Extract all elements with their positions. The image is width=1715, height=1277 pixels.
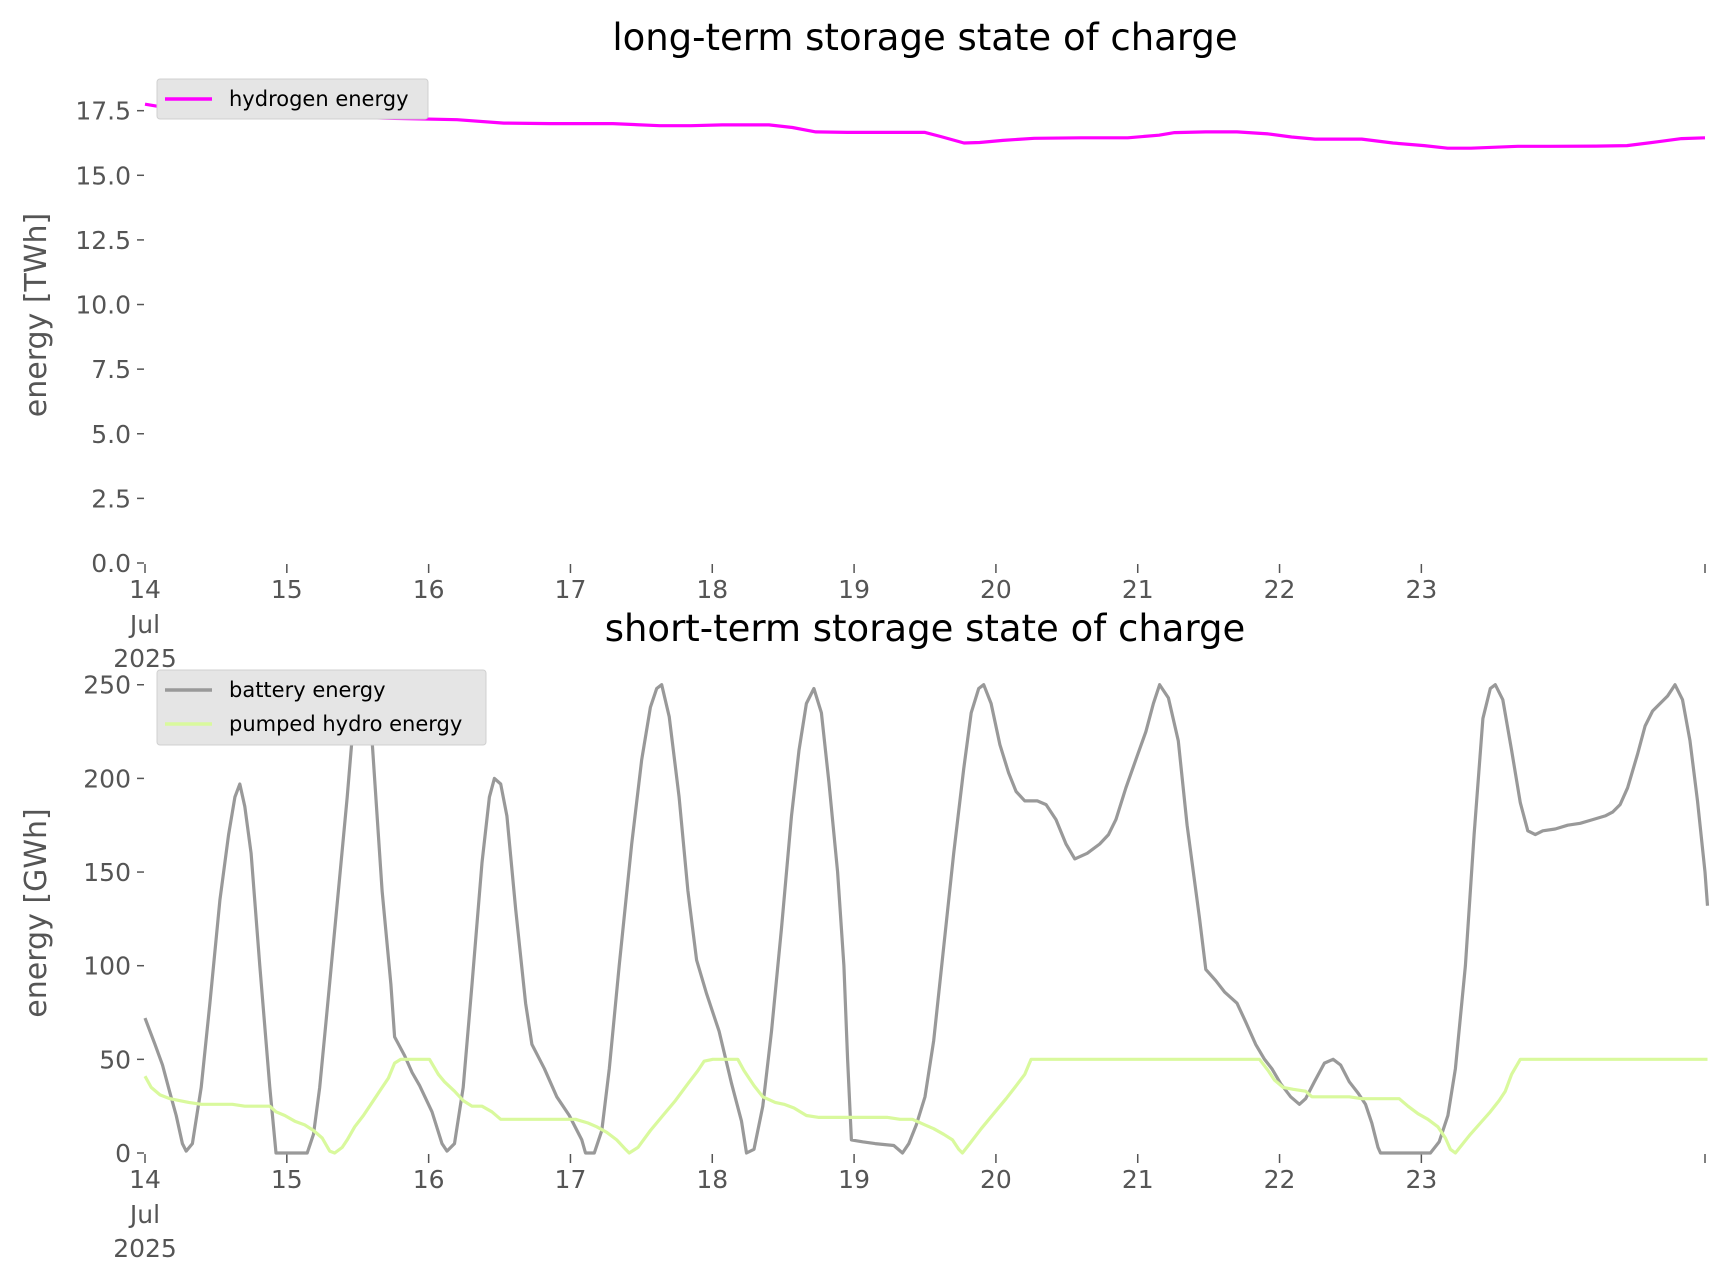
short-term-x-ticks: 14 Jul 2025 15 16 17 18 19 20 21 22 23 <box>113 1154 1706 1263</box>
x-tick-label: 23 <box>1405 575 1437 604</box>
short-term-y-axis-label: energy [GWh] <box>19 808 54 1017</box>
x-tick-label: 19 <box>838 1165 870 1194</box>
y-tick-label: 100 <box>83 952 131 981</box>
short-term-legend: battery energy pumped hydro energy <box>156 669 487 746</box>
long-term-y-axis-label: energy [TWh] <box>19 213 54 417</box>
short-term-panel: short-term storage state of charge energ… <box>19 607 1710 1263</box>
x-tick-label: 21 <box>1122 1165 1154 1194</box>
x-tick-label: 20 <box>980 1165 1012 1194</box>
x-tick-label: 22 <box>1264 1165 1296 1194</box>
x-tick-label: 19 <box>838 575 870 604</box>
y-tick-label: 10.0 <box>75 291 131 320</box>
x-tick-label: 17 <box>555 1165 587 1194</box>
legend-box <box>156 669 487 746</box>
x-tick-sublabel: 2025 <box>113 644 177 673</box>
long-term-y-ticks: 0.0 2.5 5.0 7.5 10.0 12.5 15.0 17.5 <box>75 97 144 578</box>
legend-label-battery: battery energy <box>229 678 386 702</box>
x-tick-label: 23 <box>1405 1165 1437 1194</box>
x-tick-label: 21 <box>1122 575 1154 604</box>
series-line-pumped-hydro-energy <box>143 1057 1708 1155</box>
y-tick-label: 7.5 <box>91 355 131 384</box>
short-term-y-ticks: 0 50 100 150 200 250 <box>83 671 144 1168</box>
legend-label-pumped-hydro: pumped hydro energy <box>229 712 462 736</box>
x-tick-label: 18 <box>696 1165 728 1194</box>
legend-label-hydrogen: hydrogen energy <box>229 87 409 111</box>
long-term-x-ticks: 14 Jul 2025 15 16 17 18 19 20 21 22 23 <box>113 564 1706 673</box>
x-tick-sublabel: Jul <box>128 1200 160 1229</box>
legend-box <box>156 78 429 120</box>
y-tick-label: 150 <box>83 858 131 887</box>
long-term-title: long-term storage state of charge <box>612 16 1237 59</box>
series-line-hydrogen-energy <box>144 102 1706 150</box>
series-line-battery-energy <box>143 683 1710 1155</box>
y-tick-label: 50 <box>99 1045 131 1074</box>
short-term-lines <box>143 683 1710 1155</box>
y-tick-label: 200 <box>83 764 131 793</box>
x-tick-label: 17 <box>555 575 587 604</box>
y-tick-label: 0.0 <box>91 549 131 578</box>
y-tick-label: 0 <box>115 1139 131 1168</box>
y-tick-label: 250 <box>83 671 131 700</box>
x-tick-label: 15 <box>271 1165 303 1194</box>
y-tick-label: 17.5 <box>75 97 131 126</box>
y-tick-label: 12.5 <box>75 226 131 255</box>
x-tick-sublabel: 2025 <box>113 1234 177 1263</box>
x-tick-sublabel: Jul <box>128 610 160 639</box>
x-tick-label: 22 <box>1264 575 1296 604</box>
x-tick-label: 20 <box>980 575 1012 604</box>
y-tick-label: 15.0 <box>75 161 131 190</box>
x-tick-label: 14 <box>129 575 161 604</box>
y-tick-label: 5.0 <box>91 420 131 449</box>
x-tick-label: 15 <box>271 575 303 604</box>
x-tick-label: 14 <box>129 1165 161 1194</box>
long-term-lines <box>144 102 1706 150</box>
x-tick-label: 16 <box>413 1165 445 1194</box>
long-term-panel: long-term storage state of charge energy… <box>19 16 1706 673</box>
short-term-title: short-term storage state of charge <box>605 607 1246 650</box>
long-term-legend: hydrogen energy <box>156 78 429 120</box>
x-tick-label: 16 <box>413 575 445 604</box>
y-tick-label: 2.5 <box>91 484 131 513</box>
x-tick-label: 18 <box>696 575 728 604</box>
